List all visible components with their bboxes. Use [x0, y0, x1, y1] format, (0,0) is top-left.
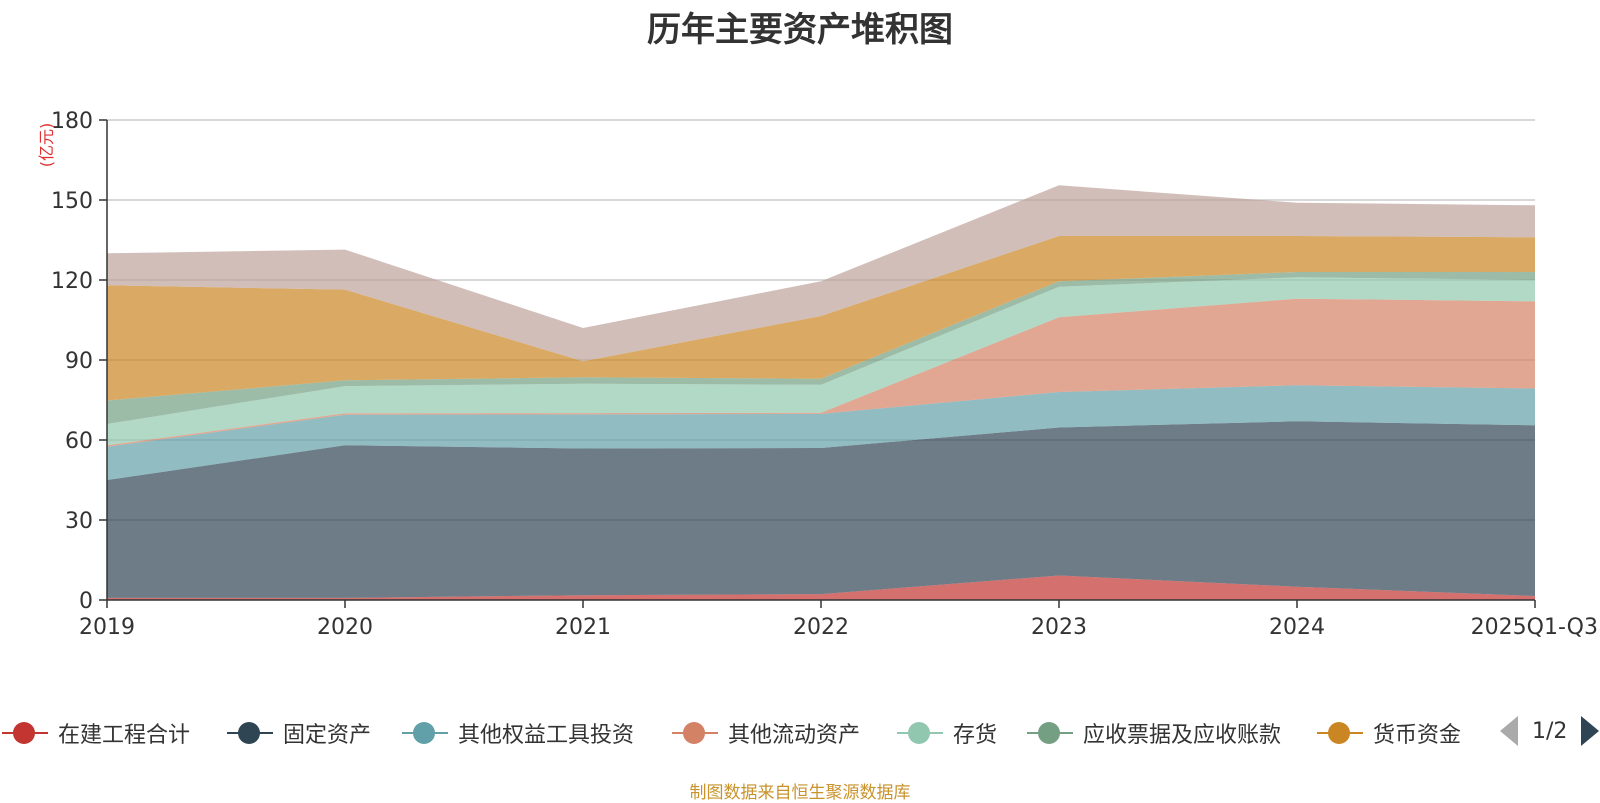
x-tick-label: 2019 [79, 615, 135, 640]
y-tick-label: 120 [51, 269, 93, 294]
legend-marker [1025, 718, 1075, 748]
x-tick-label: 2022 [793, 615, 849, 640]
data-source-note: 制图数据来自恒生聚源数据库 [689, 783, 911, 803]
legend-label: 固定资产 [283, 723, 372, 748]
legend-item[interactable]: 在建工程合计 [0, 715, 190, 751]
legend-label: 货币资金 [1373, 723, 1462, 748]
legend-item[interactable]: 固定资产 [225, 715, 371, 751]
legend-marker [225, 718, 275, 748]
y-axis-unit-label: (亿元) [37, 123, 56, 168]
legend-label: 应收票据及应收账款 [1083, 723, 1282, 748]
area-layer [107, 185, 1535, 600]
y-tick-label: 30 [65, 509, 93, 534]
area-series[interactable] [107, 236, 1535, 401]
area-series[interactable] [107, 185, 1535, 362]
y-tick-label: 0 [79, 589, 93, 614]
area-series[interactable] [107, 298, 1535, 447]
x-tick-label: 2024 [1269, 615, 1325, 640]
chart-title: 历年主要资产堆积图 [647, 10, 953, 50]
legend-page-indicator: 1/2 [1532, 718, 1568, 744]
y-tick-label: 90 [65, 349, 93, 374]
x-tick-label: 2025Q1-Q3 [1471, 615, 1598, 640]
legend-marker [1315, 718, 1365, 748]
y-tick-label: 180 [51, 109, 93, 134]
legend: 在建工程合计 固定资产 其他权益工具投资 其他流动资产 存货 应收票据及应收账款… [0, 715, 1600, 751]
legend-marker [0, 718, 50, 748]
area-series[interactable] [107, 277, 1535, 446]
chevron-right-icon[interactable] [1581, 716, 1600, 746]
legend-label: 存货 [953, 723, 998, 748]
stacked-area-chart: 0 30 60 90 120 150 180 2019 2020 2021 2022 2023 2024… [37, 109, 1598, 640]
legend-label: 其他权益工具投资 [458, 723, 635, 748]
legend-marker [670, 718, 720, 748]
y-tick-label: 150 [51, 189, 93, 214]
area-series[interactable] [107, 575, 1535, 601]
legend-label: 在建工程合计 [58, 723, 191, 748]
x-tick-label: 2021 [555, 615, 611, 640]
legend-item[interactable]: 应收票据及应收账款 [1025, 715, 1281, 751]
legend-item[interactable]: 存货 [895, 715, 997, 751]
area-series[interactable] [107, 385, 1535, 480]
area-series[interactable] [107, 421, 1535, 598]
legend-pager: 1/2 [1500, 716, 1600, 746]
legend-marker [400, 718, 450, 748]
axis-layer: 0 30 60 90 120 150 180 2019 2020 2021 2022 2023 2024… [51, 109, 1598, 640]
legend-item[interactable]: 其他流动资产 [670, 715, 860, 751]
legend-item[interactable]: 其他权益工具投资 [400, 715, 634, 751]
x-tick-label: 2023 [1031, 615, 1087, 640]
legend-marker [895, 718, 945, 748]
x-tick-label: 2020 [317, 615, 373, 640]
chevron-left-icon[interactable] [1500, 716, 1518, 746]
y-tick-label: 60 [65, 429, 93, 454]
legend-label: 其他流动资产 [728, 723, 861, 748]
legend-item[interactable]: 货币资金 [1315, 715, 1461, 751]
